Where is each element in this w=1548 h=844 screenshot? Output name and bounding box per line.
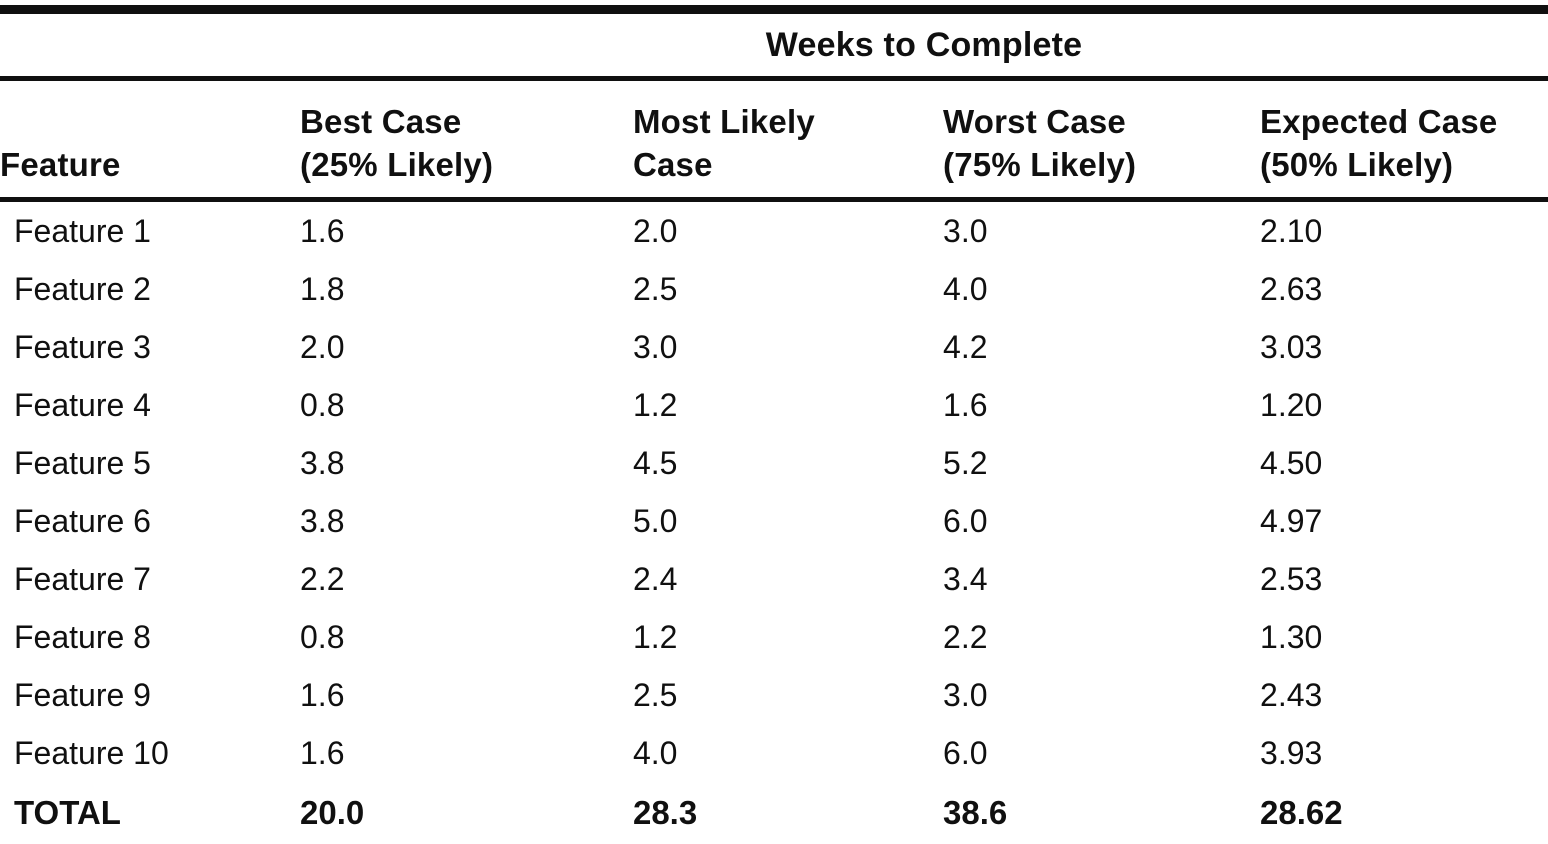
- table-row: Feature 8 0.8 1.2 2.2 1.30: [0, 608, 1548, 666]
- feature-cell: Feature 7: [14, 560, 151, 597]
- most-likely-cell: 4.0: [632, 734, 678, 771]
- worst-case-cell: 3.0: [943, 676, 988, 713]
- worst-case-cell: 6.0: [943, 502, 988, 539]
- table-row: Feature 1 1.6 2.0 3.0 2.10: [0, 200, 1548, 261]
- feature-cell: Feature 8: [14, 618, 151, 655]
- expected-case-cell: 2.53: [1260, 560, 1323, 597]
- best-case-cell: 1.8: [300, 270, 345, 307]
- best-case-cell: 0.8: [300, 618, 345, 655]
- header-line: (25% Likely): [300, 146, 494, 184]
- worst-case-cell: 1.6: [943, 386, 988, 423]
- feature-cell: Feature 1: [14, 212, 151, 249]
- worst-case-cell: 4.0: [943, 270, 988, 307]
- header-line: (50% Likely): [1260, 146, 1454, 184]
- best-case-cell: 2.0: [300, 328, 345, 365]
- column-header-row: Feature Best Case (25% Likely) Most Like…: [0, 78, 1548, 202]
- total-best-case: 20.0: [300, 794, 365, 831]
- most-likely-cell: 2.5: [632, 270, 678, 307]
- spanner-row: Weeks to Complete: [0, 9, 1548, 81]
- table-row: Feature 2 1.8 2.5 4.0 2.63: [0, 260, 1548, 318]
- feature-cell: Feature 4: [14, 386, 151, 423]
- worst-case-cell: 6.0: [943, 734, 988, 771]
- estimation-table: Weeks to Complete Feature Best Case (25%…: [0, 5, 1548, 844]
- expected-case-cell: 4.97: [1260, 502, 1323, 539]
- expected-case-cell: 2.63: [1260, 270, 1323, 307]
- best-case-cell: 3.8: [300, 502, 345, 539]
- best-case-cell: 1.6: [300, 212, 345, 249]
- most-likely-cell: 2.0: [632, 212, 678, 249]
- expected-case-cell: 1.20: [1260, 386, 1323, 423]
- expected-case-cell: 3.93: [1260, 734, 1323, 771]
- header-line: Best Case: [300, 102, 462, 140]
- column-header-best-case: Best Case (25% Likely): [300, 78, 633, 202]
- total-worst-case: 38.6: [943, 794, 1008, 831]
- table-row: Feature 7 2.2 2.4 3.4 2.53: [0, 550, 1548, 608]
- total-label: TOTAL: [14, 794, 121, 831]
- header-line: Most Likely: [632, 102, 815, 140]
- table-row: Feature 9 1.6 2.5 3.0 2.43: [0, 666, 1548, 724]
- table-spanner-title: Weeks to Complete: [300, 9, 1548, 81]
- best-case-cell: 2.2: [300, 560, 345, 597]
- total-most-likely: 28.3: [632, 794, 698, 831]
- most-likely-cell: 5.0: [632, 502, 678, 539]
- expected-case-cell: 2.43: [1260, 676, 1323, 713]
- most-likely-cell: 1.2: [632, 618, 678, 655]
- worst-case-cell: 3.0: [943, 212, 988, 249]
- expected-case-cell: 1.30: [1260, 618, 1323, 655]
- worst-case-cell: 4.2: [943, 328, 988, 365]
- column-header-worst-case: Worst Case (75% Likely): [943, 78, 1261, 202]
- column-header-most-likely-case: Most Likely Case: [632, 78, 944, 202]
- spanner-spacer: [0, 9, 300, 81]
- most-likely-cell: 2.5: [632, 676, 678, 713]
- most-likely-cell: 3.0: [632, 328, 678, 365]
- best-case-cell: 1.6: [300, 734, 345, 771]
- column-header-expected-case: Expected Case (50% Likely): [1260, 78, 1548, 202]
- best-case-cell: 0.8: [300, 386, 345, 423]
- header-line: Case: [632, 146, 713, 184]
- best-case-cell: 3.8: [300, 444, 345, 481]
- feature-cell: Feature 2: [14, 270, 151, 307]
- header-line: Feature: [0, 146, 121, 184]
- feature-cell: Feature 3: [14, 328, 151, 365]
- header-line: Worst Case: [943, 102, 1126, 140]
- worst-case-cell: 2.2: [943, 618, 988, 655]
- table-row: Feature 10 1.6 4.0 6.0 3.93: [0, 724, 1548, 782]
- header-line: (75% Likely): [943, 146, 1137, 184]
- most-likely-cell: 1.2: [632, 386, 678, 423]
- expected-case-cell: 4.50: [1260, 444, 1323, 481]
- total-row: TOTAL 20.0 28.3 38.6 28.62: [0, 782, 1548, 844]
- worst-case-cell: 3.4: [943, 560, 988, 597]
- table-row: Feature 4 0.8 1.2 1.6 1.20: [0, 376, 1548, 434]
- most-likely-cell: 2.4: [632, 560, 678, 597]
- feature-cell: Feature 9: [14, 676, 151, 713]
- feature-cell: Feature 6: [14, 502, 151, 539]
- feature-cell: Feature 5: [14, 444, 151, 481]
- worst-case-cell: 5.2: [943, 444, 988, 481]
- expected-case-cell: 2.10: [1260, 212, 1323, 249]
- total-expected-case: 28.62: [1260, 794, 1343, 831]
- table-row: Feature 6 3.8 5.0 6.0 4.97: [0, 492, 1548, 550]
- column-header-feature: Feature: [0, 78, 300, 202]
- table-row: Feature 3 2.0 3.0 4.2 3.03: [0, 318, 1548, 376]
- table-row: Feature 5 3.8 4.5 5.2 4.50: [0, 434, 1548, 492]
- best-case-cell: 1.6: [300, 676, 345, 713]
- header-line: Expected Case: [1260, 102, 1498, 140]
- feature-cell: Feature 10: [14, 734, 169, 771]
- expected-case-cell: 3.03: [1260, 328, 1323, 365]
- most-likely-cell: 4.5: [632, 444, 678, 481]
